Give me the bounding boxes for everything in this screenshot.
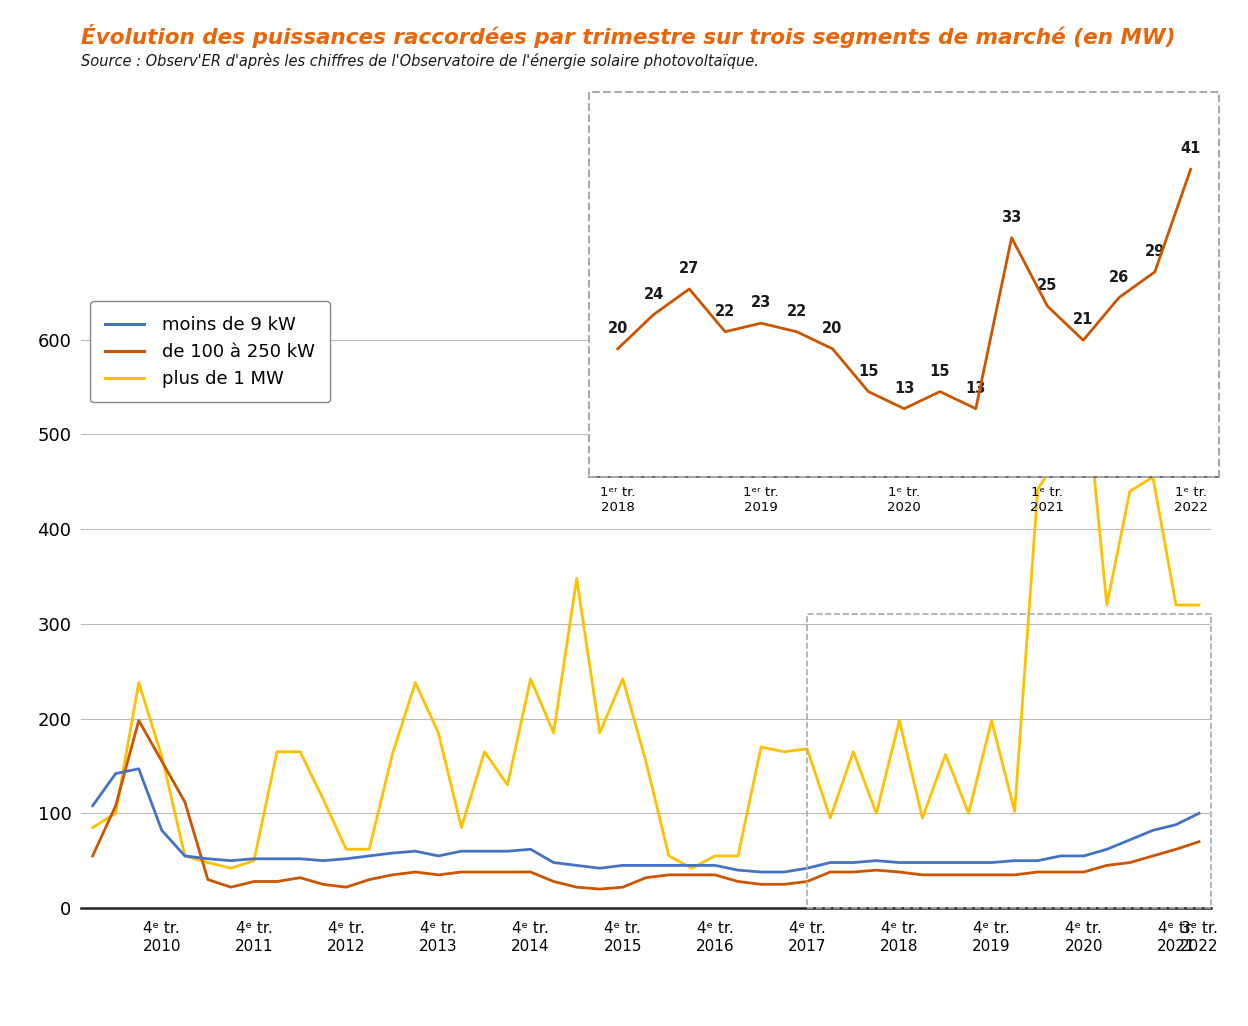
Text: 21: 21 [1073, 313, 1093, 327]
Text: 27: 27 [679, 262, 699, 276]
Text: 25: 25 [1037, 278, 1057, 293]
Text: Évolution des puissances raccordées par trimestre sur trois segments de marché (: Évolution des puissances raccordées par … [81, 24, 1176, 47]
Text: 33: 33 [1001, 210, 1022, 225]
Text: 20: 20 [608, 321, 628, 336]
Text: 15: 15 [859, 364, 879, 379]
Text: 22: 22 [786, 304, 807, 319]
Text: Source : Observ'ER d'après les chiffres de l'Observatoire de l'énergie solaire p: Source : Observ'ER d'après les chiffres … [81, 53, 759, 70]
Legend: moins de 9 kW, de 100 à 250 kW, plus de 1 MW: moins de 9 kW, de 100 à 250 kW, plus de … [90, 302, 329, 402]
Text: 26: 26 [1109, 270, 1129, 284]
Text: 13: 13 [894, 381, 915, 396]
Text: 15: 15 [930, 364, 950, 379]
Text: 24: 24 [644, 287, 664, 302]
Text: 13: 13 [966, 381, 986, 396]
Text: 20: 20 [822, 321, 842, 336]
Text: 22: 22 [715, 304, 735, 319]
Text: 29: 29 [1144, 244, 1164, 259]
Text: 41: 41 [1181, 142, 1201, 156]
Text: 23: 23 [751, 295, 771, 310]
Bar [807, 615, 1211, 908]
